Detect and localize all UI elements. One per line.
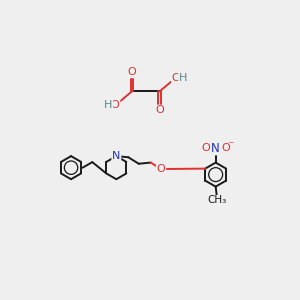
Text: N: N bbox=[211, 142, 220, 154]
Text: O: O bbox=[172, 73, 181, 83]
Text: O: O bbox=[202, 143, 210, 153]
Text: O: O bbox=[157, 164, 166, 174]
Text: H: H bbox=[179, 73, 187, 83]
Text: H: H bbox=[104, 100, 112, 110]
Text: O: O bbox=[128, 68, 136, 77]
Text: O: O bbox=[155, 105, 164, 116]
Text: CH₃: CH₃ bbox=[207, 196, 226, 206]
Text: ⁻: ⁻ bbox=[227, 139, 234, 152]
Text: O: O bbox=[221, 143, 230, 153]
Text: O: O bbox=[111, 100, 119, 110]
Text: N: N bbox=[112, 151, 121, 161]
